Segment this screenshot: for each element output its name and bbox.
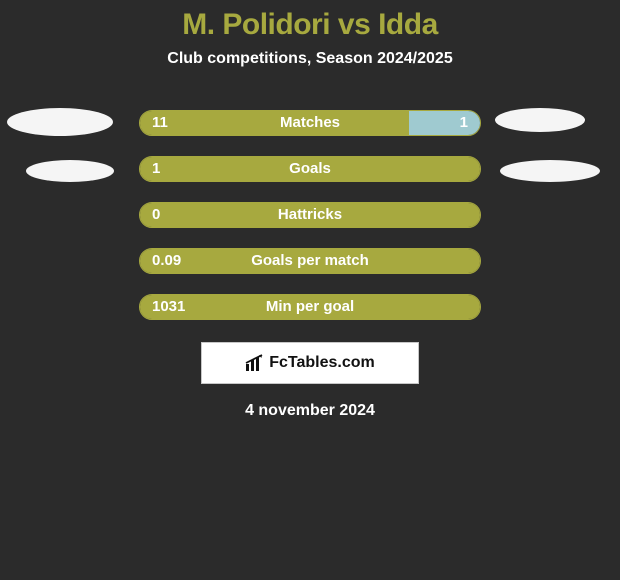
bar-segment-left (140, 111, 409, 135)
subtitle: Club competitions, Season 2024/2025 (0, 50, 620, 68)
bar-value-left: 1 (140, 157, 172, 182)
bar-value-left: 11 (140, 111, 180, 136)
player-shadow-3 (500, 160, 600, 182)
bar-value-left: 1031 (140, 295, 197, 320)
bar-value-right: 1 (448, 111, 480, 136)
player-shadow-1 (495, 108, 585, 132)
bars-icon (245, 354, 265, 372)
stat-bar-hattricks: 0Hattricks (139, 202, 481, 228)
snapshot-date: 4 november 2024 (0, 402, 620, 420)
page-title: M. Polidori vs Idda (0, 0, 620, 42)
stat-bar-goals-per-match: 0.09Goals per match (139, 248, 481, 274)
brand-label: FcTables.com (245, 354, 375, 372)
bar-segment-left (140, 157, 480, 181)
player-shadow-2 (26, 160, 114, 182)
brand-box: FcTables.com (201, 342, 419, 384)
brand-text: FcTables.com (269, 354, 375, 372)
comparison-chart: 111Matches1Goals0Hattricks0.09Goals per … (0, 110, 620, 320)
player-shadow-0 (7, 108, 113, 136)
bar-value-left: 0.09 (140, 249, 193, 274)
bar-segment-left (140, 203, 480, 227)
stat-bar-matches: 111Matches (139, 110, 481, 136)
stat-bar-goals: 1Goals (139, 156, 481, 182)
stat-bar-min-per-goal: 1031Min per goal (139, 294, 481, 320)
bar-value-left: 0 (140, 203, 172, 228)
